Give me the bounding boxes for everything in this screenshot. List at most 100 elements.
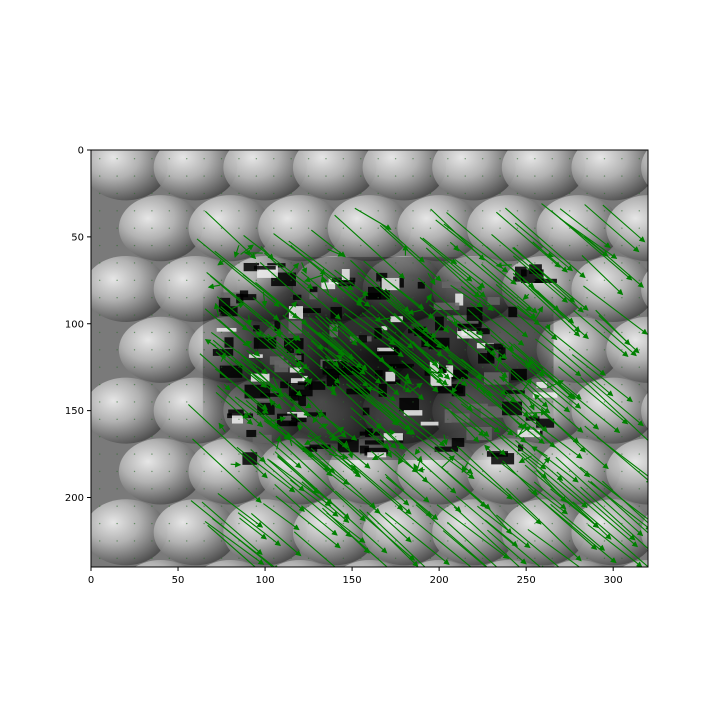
grid-dot bbox=[621, 453, 623, 455]
grid-dot bbox=[203, 522, 205, 525]
quiver-arrow bbox=[379, 302, 454, 365]
grid-dot bbox=[116, 488, 118, 490]
quiver-arrow bbox=[207, 524, 256, 567]
quiver-arrow bbox=[524, 464, 600, 529]
quiver-arrow bbox=[417, 277, 484, 337]
grid-dot bbox=[238, 470, 240, 473]
sphere bbox=[641, 514, 648, 551]
quiver-arrow bbox=[556, 471, 636, 541]
grid-dot bbox=[133, 453, 136, 455]
texture-blob bbox=[491, 453, 515, 465]
grid-dot bbox=[307, 349, 310, 351]
quiver-arrow bbox=[461, 358, 507, 396]
texture-blob bbox=[487, 297, 500, 305]
quiver-arrow bbox=[371, 453, 385, 461]
grid-dot bbox=[638, 505, 640, 507]
quiver-arrow bbox=[289, 411, 360, 475]
quiver-arrow bbox=[370, 450, 430, 503]
sphere bbox=[153, 150, 238, 201]
grid-dot bbox=[186, 557, 188, 560]
texture-blob bbox=[504, 390, 525, 394]
grid-dot bbox=[186, 383, 188, 386]
quiver-arrow bbox=[250, 449, 266, 463]
sphere bbox=[571, 150, 648, 201]
texture-blob bbox=[364, 447, 389, 456]
grid-dot bbox=[133, 175, 136, 177]
grid-dot bbox=[99, 435, 101, 438]
grid-dot bbox=[342, 175, 345, 177]
quiver-arrow bbox=[511, 354, 600, 430]
grid-dot bbox=[534, 175, 536, 177]
texture-blob bbox=[445, 413, 470, 423]
quiver-arrow bbox=[425, 293, 432, 304]
grid-dot bbox=[238, 488, 240, 490]
quiver-arrow bbox=[449, 401, 490, 438]
grid-dot bbox=[99, 157, 101, 160]
grid-dot bbox=[464, 557, 466, 560]
grid-dot bbox=[186, 192, 188, 195]
grid-dot bbox=[638, 192, 640, 195]
quiver-arrow bbox=[273, 233, 371, 307]
texture-blob bbox=[300, 308, 321, 314]
grid-dot bbox=[481, 488, 484, 490]
grid-dot bbox=[429, 435, 432, 438]
quiver-arrow bbox=[533, 393, 542, 403]
quiver-arrow bbox=[387, 337, 473, 411]
quiver-arrow bbox=[559, 217, 618, 259]
grid-dot bbox=[186, 522, 188, 525]
grid-dot bbox=[290, 296, 292, 299]
quiver-arrow bbox=[495, 284, 537, 320]
grid-dot bbox=[534, 314, 536, 316]
grid-dot bbox=[360, 314, 362, 316]
quiver-arrow bbox=[533, 481, 567, 510]
grid-dot bbox=[203, 557, 205, 560]
sphere bbox=[223, 150, 307, 201]
grid-dot bbox=[360, 349, 362, 351]
quiver-arrow bbox=[261, 411, 336, 474]
grid-dot bbox=[168, 192, 171, 195]
quiver-arrow bbox=[310, 340, 340, 367]
grid-dot bbox=[151, 470, 153, 473]
grid-dot bbox=[394, 331, 397, 334]
grid-dot bbox=[99, 279, 101, 282]
grid-dot bbox=[238, 522, 240, 525]
grid-dot bbox=[481, 435, 484, 438]
grid-dot bbox=[464, 314, 466, 316]
quiver-arrow bbox=[548, 329, 606, 376]
quiver-arrow bbox=[363, 260, 450, 333]
texture-blob bbox=[274, 360, 289, 373]
quiver-arrow bbox=[584, 425, 648, 484]
grid-dot bbox=[499, 366, 501, 368]
quiver-arrow bbox=[350, 415, 390, 449]
grid-dot bbox=[186, 453, 188, 455]
grid-dot bbox=[429, 210, 432, 212]
quiver-arrow bbox=[580, 486, 648, 550]
sphere bbox=[483, 560, 535, 567]
quiver-arrow bbox=[487, 529, 527, 565]
grid-dot bbox=[394, 227, 397, 229]
grid-dot bbox=[116, 262, 118, 264]
sphere bbox=[397, 195, 481, 262]
sphere bbox=[571, 255, 648, 323]
quiver-arrow bbox=[486, 246, 575, 324]
grid-dot bbox=[273, 227, 275, 229]
texture-blob bbox=[399, 397, 419, 412]
grid-dot bbox=[273, 331, 275, 334]
x-tick-label: 100 bbox=[256, 575, 275, 586]
quiver-arrow bbox=[217, 385, 264, 428]
texture-blob bbox=[306, 412, 326, 417]
grid-dot bbox=[360, 192, 362, 195]
grid-dot bbox=[342, 279, 345, 282]
grid-dot bbox=[429, 192, 432, 195]
quiver-arrow bbox=[264, 252, 342, 320]
texture-blob bbox=[513, 276, 523, 282]
grid-dot bbox=[394, 383, 397, 386]
quiver-arrow bbox=[218, 422, 226, 433]
texture-blob bbox=[267, 263, 286, 268]
grid-dot bbox=[342, 244, 345, 247]
sphere bbox=[343, 560, 396, 567]
grid-dot bbox=[499, 175, 501, 177]
grid-dot bbox=[133, 244, 136, 247]
texture-blob bbox=[376, 272, 388, 282]
quiver-arrow bbox=[237, 512, 282, 547]
